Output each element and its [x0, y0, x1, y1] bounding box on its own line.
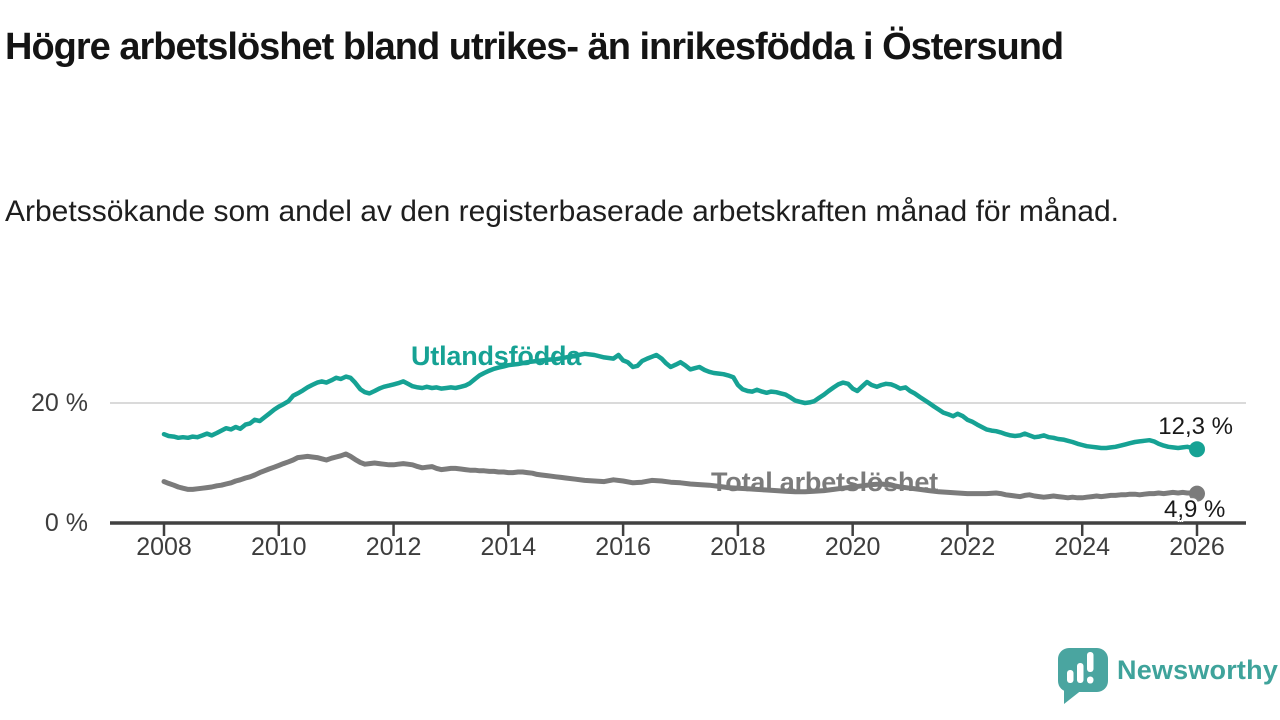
page-title: Högre arbetslöshet bland utrikes- än inr…	[5, 26, 1064, 68]
x-tick-label-2010: 2010	[250, 533, 307, 561]
series-line-total	[161, 451, 1200, 501]
x-tick-label-2022: 2022	[939, 533, 996, 561]
x-tick-label-2016: 2016	[595, 533, 651, 561]
series-end-dot-utlandsfodda	[1189, 441, 1205, 458]
x-axis	[110, 521, 1246, 536]
end-value-label-total: 4,9 %	[1164, 496, 1226, 523]
page-subtitle: Arbetssökande som andel av den registerb…	[5, 195, 1119, 228]
series-line-utlandsfodda	[161, 351, 1200, 452]
series-end-dot-total	[1189, 485, 1205, 502]
x-tick-label-2020: 2020	[824, 533, 881, 561]
newsworthy-logo-icon	[1058, 648, 1108, 704]
x-tick-label-2012: 2012	[365, 533, 422, 561]
end-value-label-utlandsfodda: 12,3 %	[1158, 413, 1233, 440]
newsworthy-wordmark: Newsworthy	[1117, 655, 1279, 685]
series-label-total-arbetsloshet: Total arbetslöshet	[711, 467, 938, 497]
y-tick-label-20: 20 %	[31, 389, 88, 417]
x-tick-label-2026: 2026	[1169, 533, 1225, 561]
series-layer	[161, 351, 1205, 502]
newsworthy-logo: Newsworthy	[1054, 646, 1280, 706]
x-tick-label-2024: 2024	[1054, 533, 1111, 561]
x-tick-label-2018: 2018	[710, 533, 766, 561]
x-tick-label-2014: 2014	[480, 533, 537, 561]
x-tick-label-2008: 2008	[136, 533, 192, 561]
series-label-utlandsfodda: Utlandsfödda	[411, 341, 582, 371]
y-tick-label-0: 0 %	[44, 509, 88, 537]
